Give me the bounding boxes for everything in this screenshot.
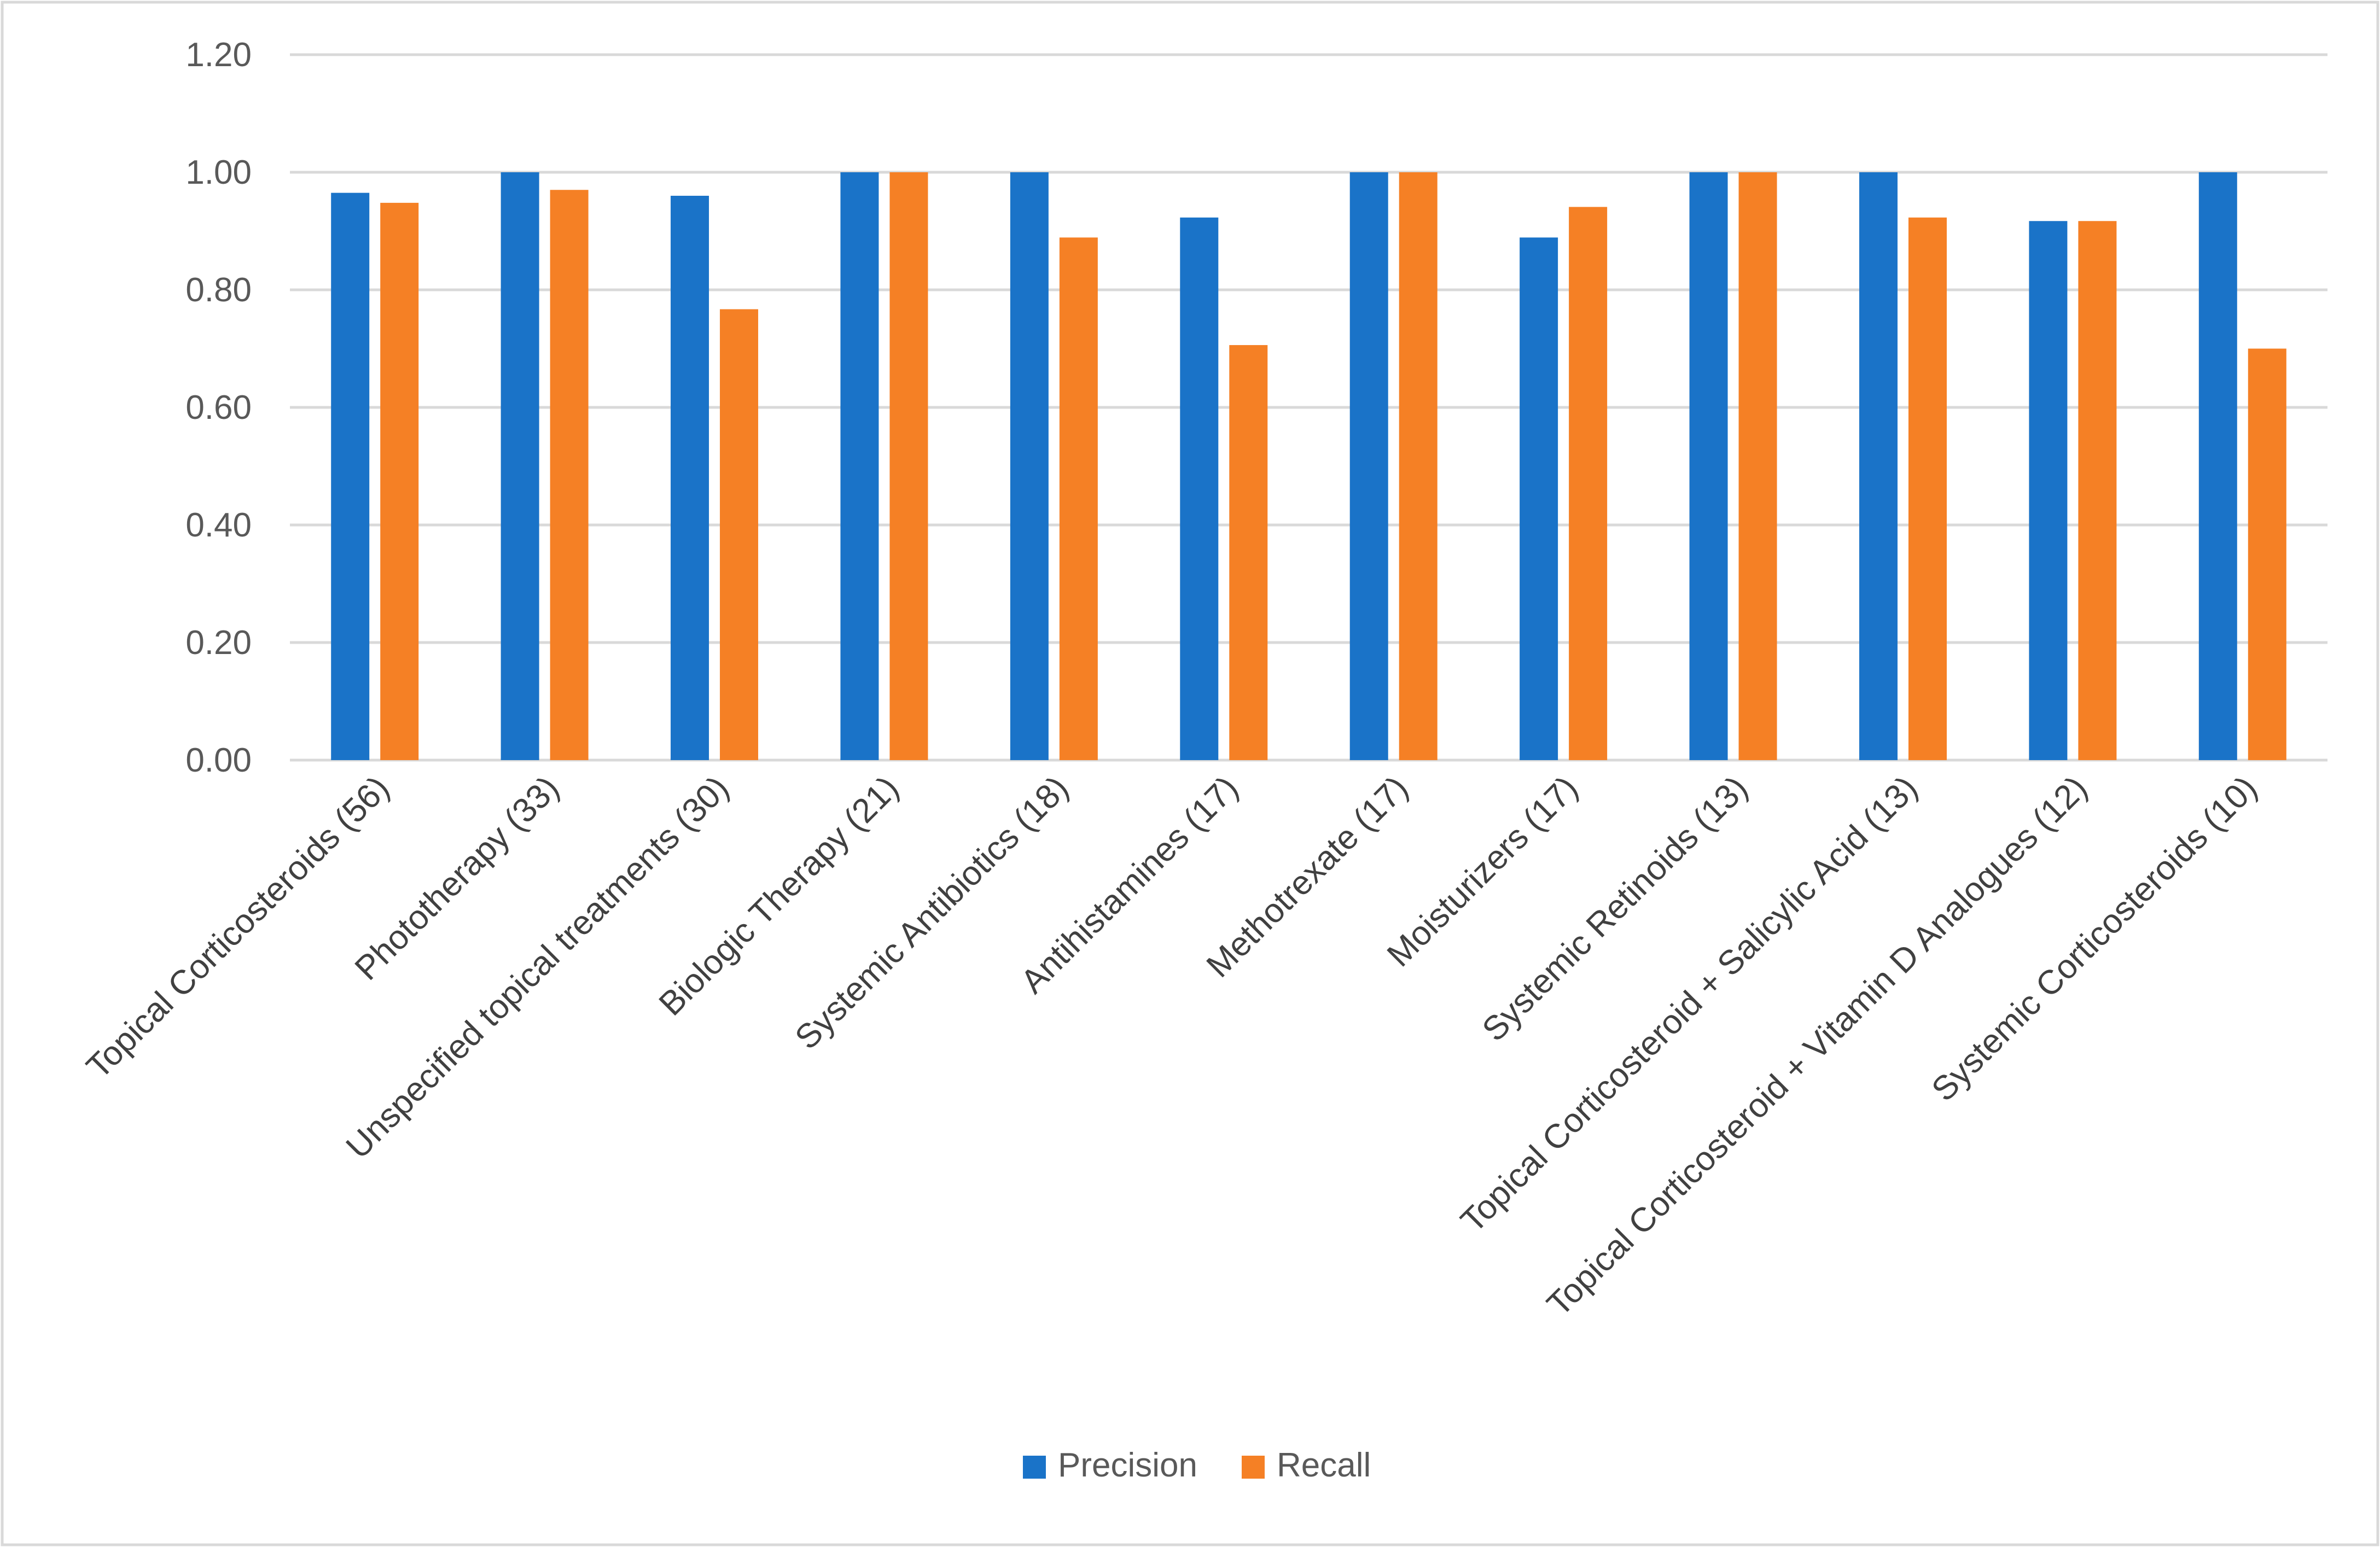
- bar-precision-2[interactable]: [501, 172, 539, 760]
- y-tick-label: 0.40: [185, 506, 252, 544]
- bar-recall-1[interactable]: [380, 202, 419, 760]
- bar-recall-10[interactable]: [1908, 217, 1947, 760]
- legend[interactable]: Precision Recall: [1023, 1446, 1371, 1484]
- y-axis-ticks: 0.00 0.20 0.40 0.60 0.80 1.00 1.20: [185, 36, 252, 779]
- legend-swatch-recall: [1242, 1456, 1265, 1479]
- bar-recall-6[interactable]: [1229, 345, 1268, 760]
- bar-precision-11[interactable]: [2029, 221, 2068, 761]
- gridlines: [290, 53, 2327, 762]
- bar-recall-2[interactable]: [550, 190, 589, 760]
- y-tick-label: 1.00: [185, 154, 252, 191]
- legend-label-precision[interactable]: Precision: [1058, 1446, 1197, 1484]
- bar-precision-8[interactable]: [1520, 237, 1558, 760]
- bar-precision-5[interactable]: [1010, 172, 1049, 760]
- bar-recall-9[interactable]: [1738, 172, 1777, 760]
- y-tick-label: 1.20: [185, 36, 252, 74]
- bar-recall-8[interactable]: [1569, 207, 1608, 760]
- bar-recall-5[interactable]: [1059, 237, 1098, 760]
- legend-swatch-precision: [1023, 1456, 1046, 1479]
- bar-recall-3[interactable]: [720, 309, 759, 760]
- bars: [331, 172, 2286, 761]
- bar-precision-1[interactable]: [331, 192, 370, 760]
- bar-precision-3[interactable]: [671, 196, 709, 760]
- bar-recall-12[interactable]: [2248, 348, 2286, 761]
- bar-recall-7[interactable]: [1399, 172, 1438, 760]
- bar-precision-12[interactable]: [2198, 172, 2237, 760]
- legend-label-recall[interactable]: Recall: [1277, 1446, 1371, 1484]
- bar-precision-6[interactable]: [1180, 217, 1219, 760]
- y-tick-label: 0.60: [185, 389, 252, 427]
- bar-precision-7[interactable]: [1349, 172, 1388, 760]
- y-tick-label: 0.80: [185, 271, 252, 309]
- bar-precision-9[interactable]: [1689, 172, 1728, 760]
- bar-recall-11[interactable]: [2078, 221, 2117, 761]
- y-tick-label: 0.00: [185, 742, 252, 779]
- bar-precision-4[interactable]: [840, 172, 879, 760]
- bar-recall-4[interactable]: [889, 172, 928, 760]
- y-tick-label: 0.20: [185, 624, 252, 662]
- bar-precision-10[interactable]: [1859, 172, 1898, 760]
